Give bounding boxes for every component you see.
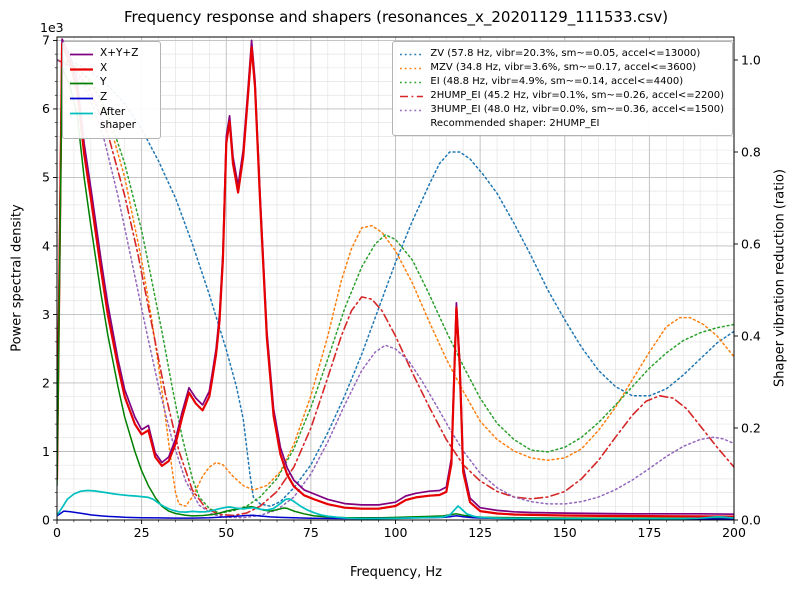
axis-tick-marks	[53, 39, 738, 524]
legend-row-xyz: X+Y+Z	[69, 47, 152, 61]
legend-row-2hump-ei: 2HUMP_EI (45.2 Hz, vibr=0.1%, sm~=0.26, …	[399, 89, 724, 102]
svg-text:6: 6	[42, 101, 50, 116]
legend-line-sample-zv	[400, 53, 424, 56]
legend-label-x: X	[100, 61, 108, 74]
legend-label-after-shaper: After shaper	[100, 105, 137, 132]
legend-line-sample-ei	[400, 81, 424, 84]
legend-line-sample-x	[70, 68, 93, 71]
legend-label-ei: EI (48.8 Hz, vibr=4.9%, sm~=0.14, accel<…	[430, 76, 684, 87]
x-axis-label: Frequency, Hz	[349, 565, 443, 580]
legend-row-z: Z	[69, 91, 152, 105]
series-line-psd-x	[57, 42, 734, 518]
legend-label-z: Z	[100, 90, 108, 103]
svg-text:0.0: 0.0	[741, 512, 761, 527]
legend-line-sample-2hump-ei	[400, 95, 424, 98]
svg-text:25: 25	[134, 525, 150, 540]
legend-line-sample-3hump-ei	[400, 109, 424, 112]
legend-label-y: Y	[100, 76, 107, 89]
svg-text:0.6: 0.6	[741, 236, 761, 251]
legend-label-3hump-ei: 3HUMP_EI (48.0 Hz, vibr=0.0%, sm~=0.36, …	[430, 104, 724, 115]
svg-text:200: 200	[722, 525, 746, 540]
svg-text:175: 175	[637, 525, 661, 540]
legend-label-2hump-ei: 2HUMP_EI (45.2 Hz, vibr=0.1%, sm~=0.26, …	[430, 90, 724, 101]
legend-line-sample-xyz	[70, 53, 93, 56]
legend-label-zv: ZV (57.8 Hz, vibr=20.3%, sm~=0.05, accel…	[430, 48, 701, 59]
legend-line-sample-y	[70, 82, 93, 85]
legend-row-3hump-ei: 3HUMP_EI (48.0 Hz, vibr=0.0%, sm~=0.36, …	[399, 103, 724, 116]
y-left-axis-label: Power spectral density	[9, 204, 25, 352]
svg-text:0.4: 0.4	[741, 328, 761, 343]
legend-row-ei: EI (48.8 Hz, vibr=4.9%, sm~=0.14, accel<…	[399, 75, 724, 88]
svg-text:0.8: 0.8	[741, 144, 761, 159]
svg-text:7: 7	[42, 33, 50, 48]
axis-tick-labels: 0 25 50 75 100 125 150 175 200 0 1 2 3 4 5 6 7 0.0 0.2 0.4 0…	[42, 33, 761, 540]
y-axis-multiplier-label: 1e3	[40, 20, 64, 35]
svg-text:1.0: 1.0	[741, 52, 761, 67]
svg-text:0.2: 0.2	[741, 420, 761, 435]
legend-label-xyz: X+Y+Z	[100, 47, 139, 59]
svg-text:0: 0	[53, 525, 61, 540]
svg-text:1: 1	[42, 444, 50, 459]
legend-row-mzv: MZV (34.8 Hz, vibr=3.6%, sm~=0.17, accel…	[399, 61, 724, 74]
legend-label-mzv: MZV (34.8 Hz, vibr=3.6%, sm~=0.17, accel…	[430, 62, 697, 73]
svg-text:5: 5	[42, 170, 50, 185]
svg-text:125: 125	[468, 525, 492, 540]
svg-text:3: 3	[42, 307, 50, 322]
series-line-shaper-mzv	[57, 59, 734, 507]
svg-text:2: 2	[42, 375, 50, 390]
legend-shapers: ZV (57.8 Hz, vibr=20.3%, sm~=0.05, accel…	[392, 41, 733, 136]
legend-row-zv: ZV (57.8 Hz, vibr=20.3%, sm~=0.05, accel…	[399, 47, 724, 60]
legend-line-sample-z	[70, 97, 93, 100]
legend-note-recommended-shaper: Recommended shaper: 2HUMP_EI	[430, 118, 600, 129]
series-line-shaper-3hump-ei	[57, 59, 734, 519]
y-right-axis-label: Shaper vibration reduction (ratio)	[772, 169, 788, 387]
svg-text:4: 4	[42, 238, 50, 253]
legend-line-sample-after-shaper	[70, 112, 93, 114]
series-line-shaper-ei	[57, 59, 734, 514]
svg-text:0: 0	[42, 512, 50, 527]
svg-text:75: 75	[303, 525, 319, 540]
legend-row-after-shaper: After shaper	[69, 106, 152, 133]
legend-line-sample-mzv	[400, 67, 424, 70]
svg-text:150: 150	[553, 525, 577, 540]
svg-text:100: 100	[384, 525, 408, 540]
chart-title: Frequency response and shapers (resonanc…	[123, 8, 669, 26]
series-line-shaper-2hump-ei	[57, 59, 734, 517]
svg-text:50: 50	[218, 525, 234, 540]
legend-row-y: Y	[69, 76, 152, 90]
legend-row-x: X	[69, 62, 152, 76]
series-line-shaper-zv	[57, 59, 734, 507]
legend-psd-curves: X+Y+Z X Y Z After shaper	[62, 41, 161, 139]
series-line-psd-after-shaper	[57, 489, 734, 520]
